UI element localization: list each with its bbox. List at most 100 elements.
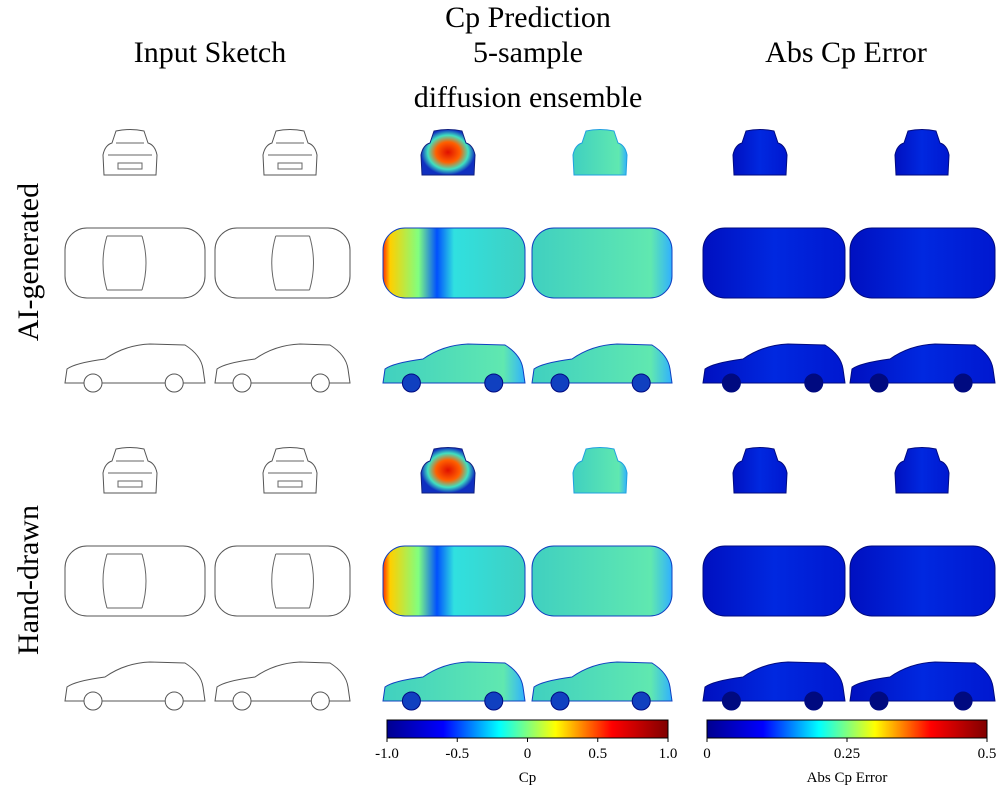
car-wheel bbox=[233, 692, 251, 710]
car-top-view bbox=[850, 546, 995, 616]
car-wheel bbox=[551, 374, 569, 392]
colorbar-tick-label: 0 bbox=[524, 746, 532, 762]
car-body bbox=[703, 228, 845, 298]
car-front-view bbox=[573, 448, 627, 494]
car-front-view bbox=[421, 130, 475, 176]
car-wheel bbox=[165, 692, 183, 710]
figure: Input Sketch Cp Prediction 5-sample diff… bbox=[0, 0, 1002, 788]
car-body bbox=[421, 448, 475, 494]
car-body bbox=[532, 228, 672, 298]
car-top-view bbox=[215, 228, 350, 298]
car-body bbox=[573, 130, 627, 176]
row-label: AI-generated bbox=[12, 183, 45, 341]
car-front-view bbox=[263, 130, 317, 176]
colorbar-tick-label: 0.5 bbox=[978, 746, 997, 762]
car-wheel bbox=[805, 692, 823, 710]
colorbar bbox=[707, 720, 987, 738]
car-side-view bbox=[383, 662, 525, 710]
colorbar-tick-label: 1.0 bbox=[659, 746, 678, 762]
car-wheel bbox=[485, 692, 503, 710]
car-wheel bbox=[805, 374, 823, 392]
car-top-view bbox=[850, 228, 995, 298]
car-wheel bbox=[311, 692, 329, 710]
car-front-view bbox=[573, 130, 627, 176]
column-title: 5-sample bbox=[473, 36, 583, 69]
car-body bbox=[215, 228, 350, 298]
car-body bbox=[263, 130, 317, 176]
car-wheel bbox=[954, 692, 972, 710]
car-body bbox=[532, 546, 672, 616]
colorbar-tick-label: 0.5 bbox=[588, 746, 607, 762]
column-title: diffusion ensemble bbox=[414, 81, 643, 114]
car-body bbox=[103, 130, 157, 176]
car-wheel bbox=[870, 692, 888, 710]
car-side-view bbox=[383, 344, 525, 392]
column-title: Abs Cp Error bbox=[765, 36, 927, 69]
car-body bbox=[421, 130, 475, 176]
car-wheel bbox=[402, 692, 420, 710]
column-title: Cp Prediction bbox=[445, 1, 611, 34]
car-top-view bbox=[383, 546, 525, 616]
car-body bbox=[703, 546, 845, 616]
car-wheel bbox=[402, 374, 420, 392]
car-top-view bbox=[65, 228, 205, 298]
car-top-view bbox=[703, 546, 845, 616]
car-front-view bbox=[895, 130, 949, 176]
car-body bbox=[895, 448, 949, 494]
car-front-view bbox=[103, 448, 157, 494]
car-body bbox=[850, 546, 995, 616]
colorbar-tick-label: -1.0 bbox=[375, 746, 399, 762]
car-top-view bbox=[383, 228, 525, 298]
row-label: Hand-drawn bbox=[12, 505, 45, 655]
car-top-view bbox=[532, 546, 672, 616]
car-body bbox=[103, 448, 157, 494]
car-body bbox=[733, 448, 787, 494]
car-side-view bbox=[215, 662, 350, 710]
car-wheel bbox=[233, 374, 251, 392]
car-front-view bbox=[263, 448, 317, 494]
car-body bbox=[850, 228, 995, 298]
colorbar-label: Abs Cp Error bbox=[807, 770, 888, 786]
car-wheel bbox=[485, 374, 503, 392]
car-wheel bbox=[311, 374, 329, 392]
car-body bbox=[383, 546, 525, 616]
car-wheel bbox=[84, 374, 102, 392]
car-front-view bbox=[421, 448, 475, 494]
car-side-view bbox=[703, 662, 845, 710]
car-body bbox=[895, 130, 949, 176]
car-wheel bbox=[954, 374, 972, 392]
colorbar bbox=[387, 720, 668, 738]
car-body bbox=[383, 228, 525, 298]
car-top-view bbox=[703, 228, 845, 298]
car-body bbox=[573, 448, 627, 494]
car-side-view bbox=[532, 344, 672, 392]
car-body bbox=[215, 546, 350, 616]
car-wheel bbox=[165, 374, 183, 392]
car-wheel bbox=[870, 374, 888, 392]
car-side-view bbox=[532, 662, 672, 710]
car-side-view bbox=[65, 344, 205, 392]
colorbar-tick-label: 0.25 bbox=[834, 746, 860, 762]
car-wheel bbox=[551, 692, 569, 710]
car-wheel bbox=[632, 692, 650, 710]
car-front-view bbox=[733, 448, 787, 494]
car-side-view bbox=[850, 662, 995, 710]
car-top-view bbox=[532, 228, 672, 298]
car-wheel bbox=[722, 692, 740, 710]
car-side-view bbox=[215, 344, 350, 392]
car-body bbox=[263, 448, 317, 494]
column-title: Input Sketch bbox=[134, 36, 286, 69]
car-wheel bbox=[84, 692, 102, 710]
car-wheel bbox=[632, 374, 650, 392]
car-top-view bbox=[65, 546, 205, 616]
car-side-view bbox=[65, 662, 205, 710]
car-side-view bbox=[850, 344, 995, 392]
car-wheel bbox=[722, 374, 740, 392]
car-front-view bbox=[895, 448, 949, 494]
colorbar-label: Cp bbox=[519, 770, 537, 786]
car-body bbox=[733, 130, 787, 176]
car-front-view bbox=[733, 130, 787, 176]
car-body bbox=[65, 546, 205, 616]
colorbar-tick-label: 0 bbox=[703, 746, 711, 762]
car-front-view bbox=[103, 130, 157, 176]
